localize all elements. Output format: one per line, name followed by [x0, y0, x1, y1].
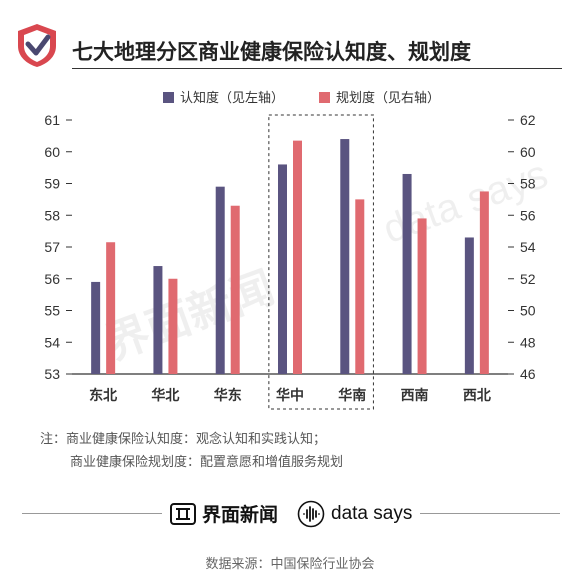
y-left-tick-label: 54	[44, 334, 60, 350]
legend-label: 规划度（见右轴）	[336, 90, 440, 106]
bar-awareness	[402, 173, 412, 374]
y-right-tick-label: 56	[520, 207, 536, 223]
bar-awareness	[340, 139, 350, 374]
footer-brand: 界面新闻	[170, 500, 278, 527]
notes: 注：商业健康保险认知度：观念认知和实践认知； 商业健康保险规划度：配置意愿和增值…	[40, 428, 343, 474]
brand-logo-icon	[170, 502, 196, 525]
y-right-tick-label: 46	[520, 366, 536, 382]
bar-planning	[106, 242, 116, 374]
legend-label: 认知度（见左轴）	[180, 90, 284, 106]
y-right-tick-label: 52	[520, 271, 536, 287]
bar-awareness	[215, 186, 225, 374]
bar-planning	[293, 140, 302, 374]
datasays-name: data says	[331, 503, 413, 524]
footer-divider-right	[420, 513, 560, 514]
brand-name: 界面新闻	[202, 504, 279, 526]
y-left-tick-label: 61	[44, 112, 60, 128]
bar-planning	[230, 205, 240, 374]
datasays-logo-icon	[297, 500, 325, 528]
note-line-1: 注：商业健康保险认知度：观念认知和实践认知；	[40, 432, 327, 447]
y-right-tick-label: 54	[520, 239, 536, 255]
x-tick-label: 华中	[276, 387, 304, 404]
x-tick-label: 华北	[151, 387, 179, 404]
highlight-box	[268, 114, 374, 410]
legend-swatch	[319, 92, 330, 103]
y-left-tick-label: 58	[44, 207, 60, 223]
y-left-tick-label: 60	[44, 144, 60, 160]
x-tick-label: 西北	[463, 388, 491, 404]
footer-datasays: data says	[297, 500, 412, 528]
x-tick-label: 华南	[338, 387, 366, 404]
legend-swatch	[163, 92, 174, 103]
x-tick-label: 东北	[89, 387, 117, 404]
bar-awareness	[278, 164, 287, 374]
bar-awareness	[464, 237, 474, 374]
bar-awareness	[153, 266, 163, 374]
bar-planning	[479, 191, 489, 374]
bar-planning	[355, 199, 365, 374]
bar-planning	[168, 278, 178, 374]
y-left-tick-label: 53	[44, 366, 60, 382]
y-right-tick-label: 48	[520, 334, 536, 350]
page-title: 七大地理分区商业健康保险认知度、规划度	[72, 40, 471, 64]
y-left-tick-label: 56	[44, 271, 60, 287]
bar-chart: 53 54 55 56 57 58 59 60 61 46 48 50 52 54 56 58 60 62 东北 华北…	[44, 90, 536, 410]
bar-awareness	[91, 281, 101, 374]
x-tick-label: 华东	[214, 387, 242, 404]
x-tick-label: 西南	[401, 387, 429, 404]
y-left-tick-label: 57	[44, 239, 60, 255]
footer-divider-left	[22, 513, 162, 514]
y-right-tick-label: 62	[520, 112, 536, 128]
note-line-2: 商业健康保险规划度：配置意愿和增值服务规划	[70, 455, 344, 470]
shield-logo-icon	[18, 24, 56, 67]
title-divider	[72, 68, 562, 69]
y-right-tick-label: 60	[520, 144, 536, 160]
data-source: 数据来源：中国保险行业协会	[205, 557, 375, 572]
bar-planning	[417, 218, 427, 374]
y-right-tick-label: 50	[520, 303, 536, 319]
y-left-tick-label: 55	[44, 303, 60, 319]
y-right-tick-label: 58	[520, 176, 536, 192]
y-left-tick-label: 59	[44, 176, 60, 192]
